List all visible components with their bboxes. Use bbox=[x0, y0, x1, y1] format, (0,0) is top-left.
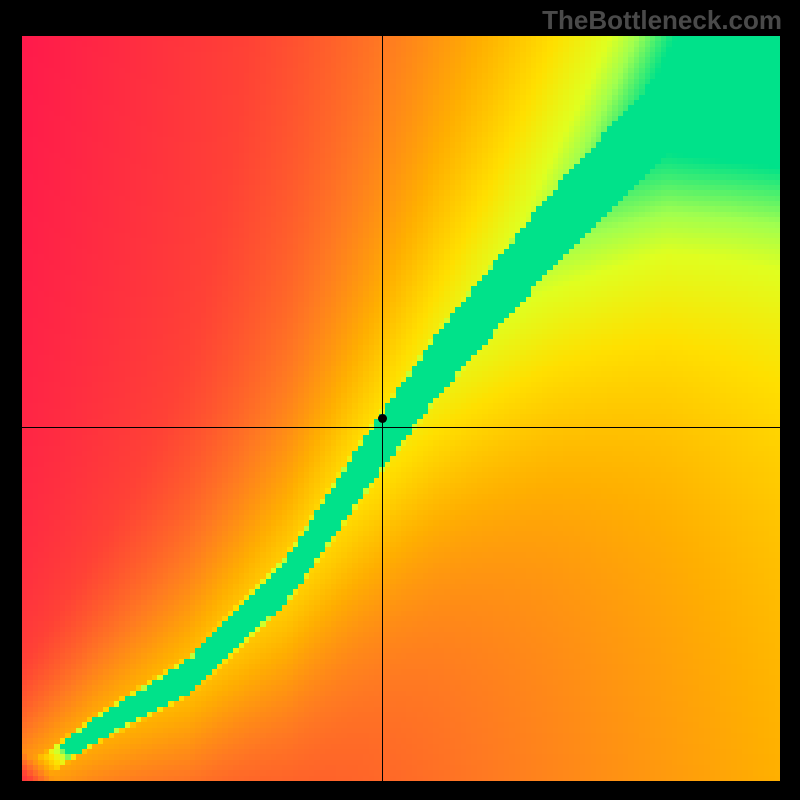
selection-marker bbox=[378, 414, 387, 423]
bottleneck-heatmap bbox=[22, 36, 780, 781]
crosshair-vertical bbox=[382, 36, 383, 781]
watermark-text: TheBottleneck.com bbox=[542, 5, 782, 36]
chart-container: TheBottleneck.com bbox=[0, 0, 800, 800]
crosshair-horizontal bbox=[22, 427, 780, 428]
